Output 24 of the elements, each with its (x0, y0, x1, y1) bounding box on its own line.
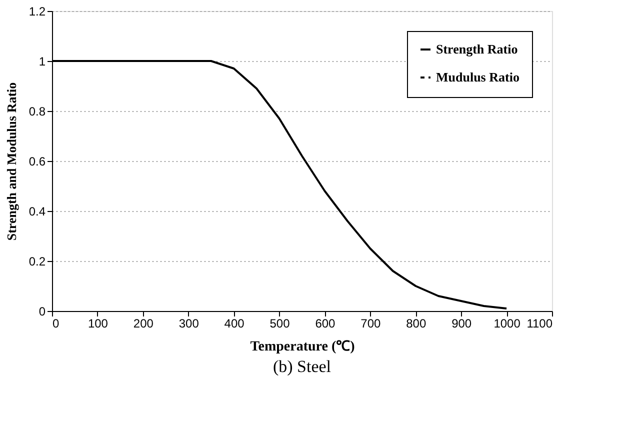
y-tick-label: 0.6 (28, 154, 46, 168)
y-tick-label: 0.4 (28, 204, 46, 218)
x-tick-label: 200 (133, 316, 154, 330)
y-tick-label: 0 (38, 304, 46, 318)
x-tick-label: 100 (88, 316, 108, 330)
y-tick-label: 0.2 (28, 254, 46, 268)
x-tick-label: 1000 (494, 316, 521, 330)
x-tick-label: 1100 (526, 316, 553, 330)
x-tick-label: 700 (360, 316, 382, 330)
x-tick-label: 600 (315, 316, 336, 330)
x-tick-label: 900 (452, 316, 472, 330)
x-tick-label: 300 (178, 316, 200, 330)
x-tick-label: 400 (224, 316, 245, 330)
y-tick-label: 0.8 (28, 104, 46, 118)
x-tick-label: 800 (406, 316, 426, 330)
legend-label: Strength Ratio (436, 42, 518, 56)
y-tick-label: 1 (38, 54, 46, 68)
x-tick-label: 500 (270, 316, 290, 330)
text: (b) Steel (272, 357, 332, 376)
y-axis-title: Strength and Modulus Ratio (4, 82, 19, 241)
y-tick-label: 1.2 (28, 4, 46, 18)
legend-label: Mudulus Ratio (436, 70, 520, 84)
x-tick-label: 0 (52, 316, 60, 330)
x-axis-title: Temperature (℃) (250, 340, 356, 354)
